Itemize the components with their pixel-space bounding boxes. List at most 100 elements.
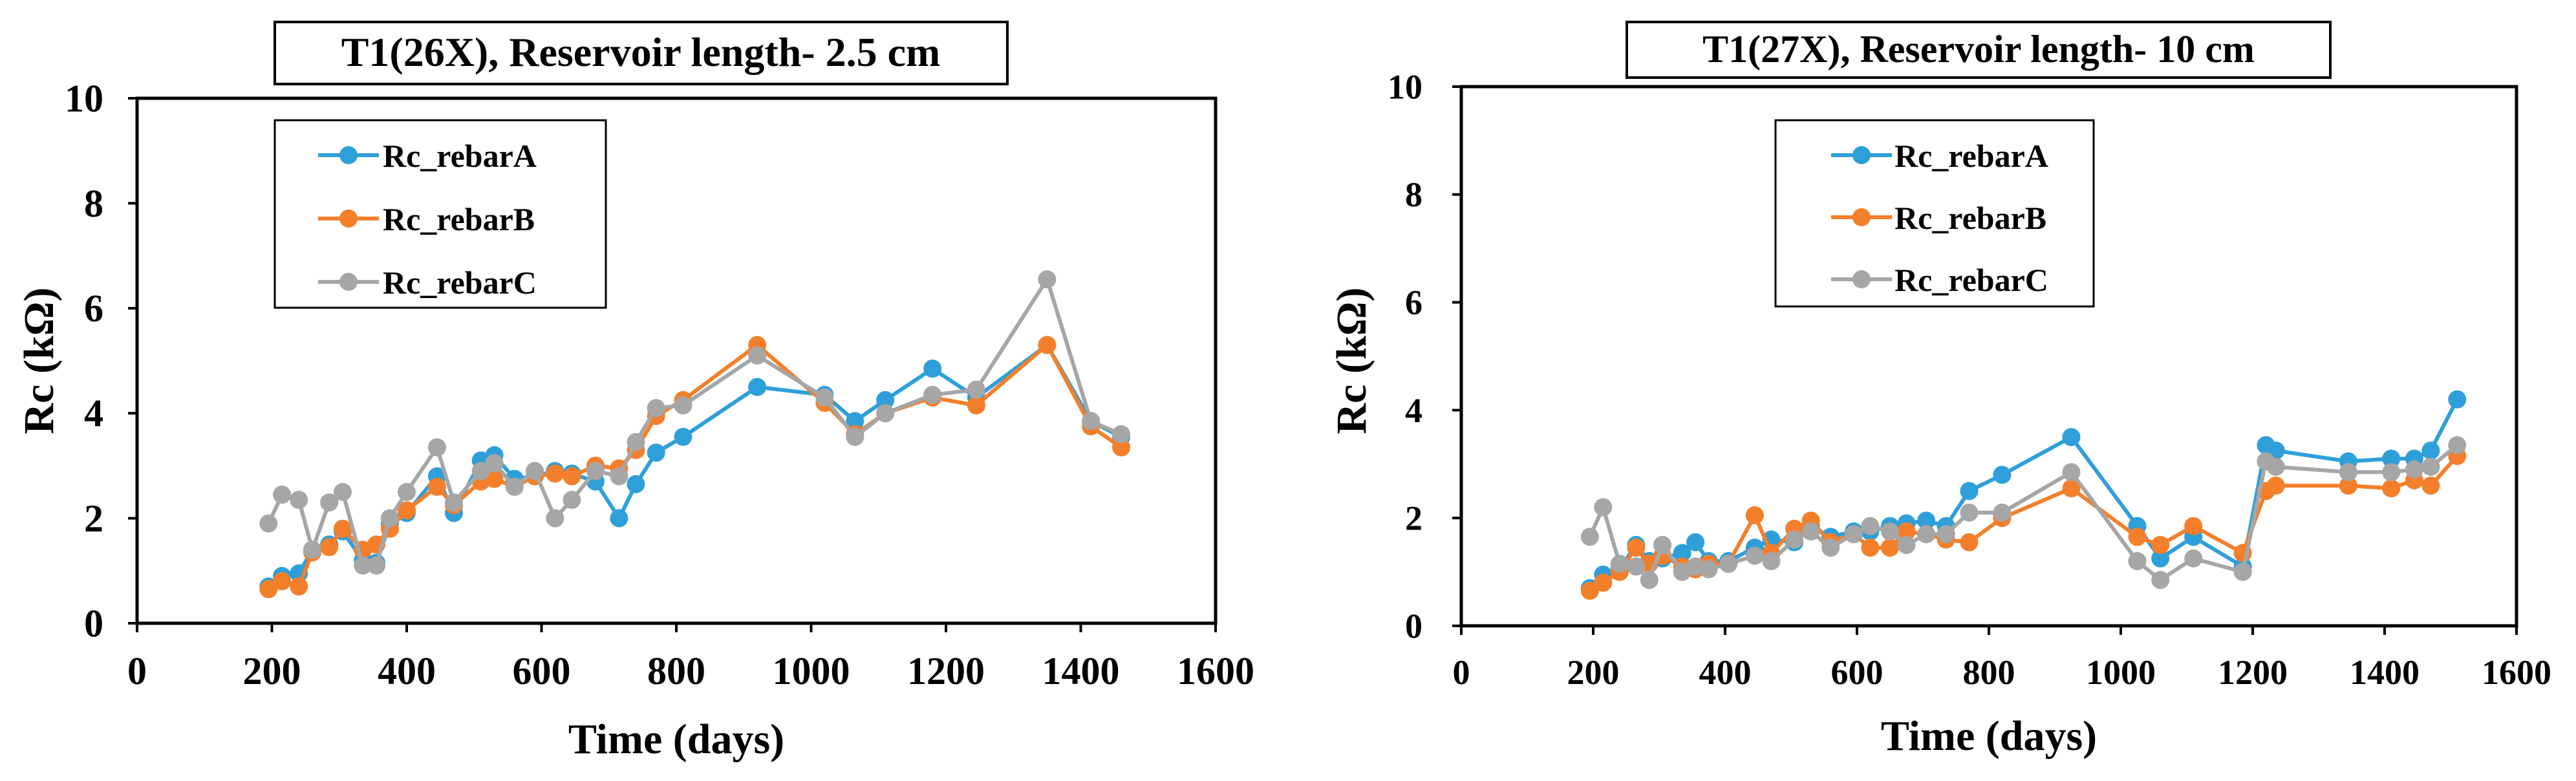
legend-swatch-marker	[339, 209, 358, 228]
data-point	[2421, 457, 2440, 476]
series-Rc_rebarC	[259, 270, 1131, 575]
x-tick-label: 1600	[2482, 653, 2551, 692]
chart-title: T1(27X), Reservoir length- 10 cm	[1702, 28, 2255, 70]
data-point	[1897, 535, 1916, 554]
data-point	[674, 427, 692, 446]
y-tick-label: 10	[65, 77, 103, 120]
data-point	[526, 462, 544, 480]
x-tick-label: 400	[1699, 653, 1752, 692]
axis-ticks	[128, 97, 1217, 632]
legend-swatch-marker	[339, 146, 358, 164]
series-line	[267, 343, 1122, 588]
data-point	[2266, 457, 2285, 476]
data-point	[627, 433, 645, 451]
x-tick-label: 200	[243, 650, 301, 692]
data-point	[1745, 546, 1764, 565]
data-point	[380, 509, 399, 528]
x-tick-label: 600	[1831, 653, 1884, 692]
data-point	[1745, 506, 1764, 525]
legend-label: Rc_rebarA	[383, 138, 537, 174]
data-point	[2382, 463, 2401, 482]
legend: Rc_rebarA Rc_rebarB Rc_rebarC	[274, 119, 607, 309]
plot-area: 0 200 400 600 800 1000 1200 1400 1600 0 2 4 6 8 10	[1388, 67, 2551, 692]
data-point	[1897, 522, 1916, 541]
title-box: T1(26X), Reservoir length- 2.5 cm	[274, 21, 1009, 85]
legend-frame	[1774, 119, 2095, 308]
legend-label: Rc_rebarB	[1894, 200, 2046, 236]
series-Rc_rebarC	[1580, 436, 2467, 590]
data-point	[1719, 555, 1738, 573]
data-point	[2184, 517, 2203, 535]
x-tick-label: 1000	[773, 650, 850, 692]
legend-swatch-marker	[1852, 270, 1871, 288]
x-tick-label: 1400	[1042, 650, 1120, 692]
x-tick-label: 1200	[907, 650, 985, 692]
data-point	[2151, 571, 2170, 590]
x-tick-label: 1400	[2350, 653, 2420, 692]
y-tick-label: 4	[84, 392, 103, 435]
data-point	[273, 486, 292, 504]
data-point	[846, 412, 864, 431]
x-tick-labels: 0 200 400 600 800 1000 1200 1400 1600	[1453, 653, 2552, 692]
legend-swatch-marker	[1852, 146, 1871, 164]
series-layer	[1580, 390, 2467, 600]
data-point	[1960, 533, 1979, 551]
data-point	[546, 509, 564, 528]
data-point	[923, 385, 942, 404]
data-point	[2151, 535, 2170, 554]
data-point	[1627, 539, 1646, 557]
data-point	[1112, 425, 1131, 444]
data-point	[1580, 528, 1599, 546]
title-frame	[1626, 21, 2332, 79]
data-point	[610, 509, 628, 528]
data-point	[354, 556, 372, 575]
data-point	[1653, 535, 1672, 554]
data-point	[1917, 525, 1936, 544]
data-point	[273, 572, 292, 591]
data-point	[846, 427, 864, 446]
legend-label: Rc_rebarC	[1894, 262, 2048, 298]
legend-swatch-marker	[339, 273, 358, 291]
legend-item: Rc_rebarB	[318, 201, 535, 237]
data-point	[2339, 476, 2357, 495]
data-point	[398, 501, 416, 520]
x-tick-labels: 0 200 400 600 800 1000 1200 1400 1600	[127, 650, 1254, 692]
y-tick-label: 8	[1405, 175, 1422, 214]
series-Rc_rebarB	[1580, 447, 2467, 600]
data-point	[367, 556, 386, 575]
series-layer	[259, 270, 1131, 599]
data-point	[290, 491, 308, 509]
data-point	[546, 464, 564, 483]
data-point	[627, 475, 645, 493]
data-point	[2128, 551, 2147, 570]
data-point	[1594, 573, 1613, 592]
legend-item: Rc_rebarA	[1831, 138, 2048, 174]
data-point	[1610, 555, 1629, 573]
series-line	[1589, 455, 2459, 593]
x-tick-label: 1200	[2218, 653, 2288, 692]
data-point	[259, 580, 278, 599]
data-point	[2421, 441, 2440, 460]
y-tick-labels: 0 2 4 6 8 10	[1388, 67, 1422, 645]
data-point	[1112, 438, 1131, 456]
y-tick-label: 8	[84, 182, 103, 225]
y-tick-labels: 0 2 4 6 8 10	[65, 77, 103, 645]
x-axis-label: Time (days)	[568, 716, 784, 763]
data-point	[2184, 549, 2203, 568]
data-point	[427, 438, 446, 456]
data-point	[1844, 525, 1863, 544]
data-point	[1699, 560, 1718, 579]
data-point	[471, 462, 490, 480]
legend-item: Rc_rebarA	[318, 138, 537, 174]
data-point	[1937, 525, 1955, 544]
data-point	[923, 359, 942, 378]
data-point	[505, 477, 524, 496]
data-point	[610, 467, 628, 486]
data-point	[303, 540, 322, 559]
data-point	[1762, 551, 1781, 570]
data-point	[876, 391, 895, 409]
data-point	[647, 444, 665, 462]
legend-label: Rc_rebarC	[383, 264, 537, 301]
data-point	[2151, 549, 2170, 568]
data-point	[1881, 539, 1899, 557]
